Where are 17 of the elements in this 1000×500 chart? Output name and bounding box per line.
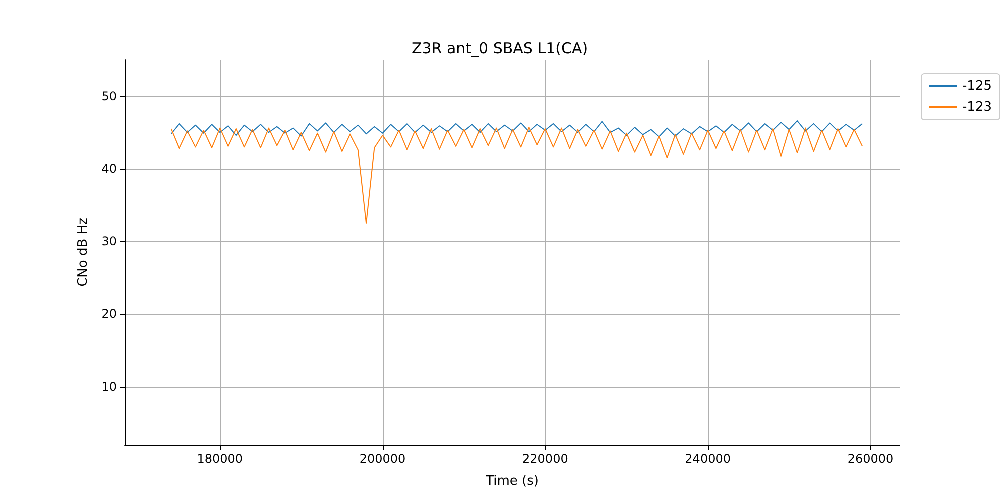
- y-tick-label: 40: [102, 162, 117, 176]
- x-tick-label: 260000: [848, 452, 894, 466]
- x-axis-title: Time (s): [485, 474, 539, 489]
- y-tick-label: 20: [102, 307, 117, 322]
- line-series: [170, 120, 864, 138]
- y-tick-label: 10: [102, 380, 117, 394]
- y-tick-label: 30: [102, 234, 117, 249]
- x-tick-label: 200000: [360, 452, 406, 466]
- legend-label: -123: [962, 100, 992, 115]
- legend-label: -125: [962, 79, 992, 94]
- x-tick-label: 180000: [197, 452, 244, 466]
- line-series: [170, 127, 864, 224]
- x-tick-label: 220000: [522, 452, 568, 466]
- chart-title: Z3R ant_0 SBAS L1(CA): [412, 40, 588, 58]
- x-tick-label: 240000: [685, 452, 731, 466]
- y-tick-label: 50: [102, 89, 117, 104]
- y-axis-title: CNo dB Hz: [76, 218, 91, 287]
